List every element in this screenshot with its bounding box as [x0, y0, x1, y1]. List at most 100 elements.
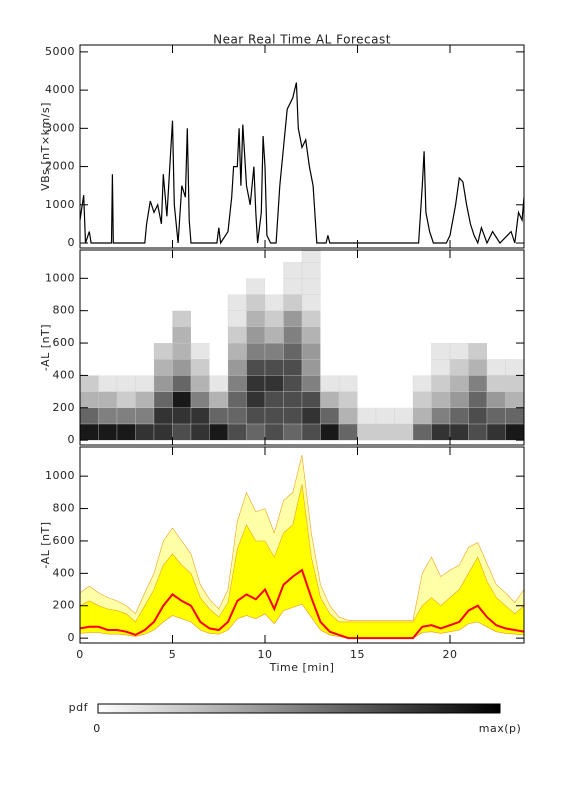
- pdf-cell: [172, 391, 192, 408]
- pdf-cell: [264, 359, 284, 376]
- pdf-cell: [191, 262, 210, 279]
- pdf-cell: [283, 407, 303, 425]
- pdf-cell: [116, 391, 136, 408]
- pdf-cell: [98, 326, 117, 344]
- pdf-cell: [117, 250, 136, 263]
- pdf-cell: [98, 278, 117, 295]
- y-tick-label: 0: [68, 236, 76, 249]
- pdf-cell: [320, 423, 340, 441]
- pdf-cell: [190, 423, 210, 441]
- pdf-cell: [487, 294, 506, 311]
- pdf-cell: [431, 342, 451, 360]
- y-tick-label: 200: [53, 599, 76, 612]
- y-tick-label: 4000: [45, 83, 75, 96]
- pdf-cell: [394, 278, 413, 295]
- pdf-cell: [80, 423, 99, 441]
- pdf-cell: [431, 262, 450, 279]
- pdf-cell: [264, 407, 284, 425]
- pdf-cell: [154, 310, 173, 327]
- pdf-cell: [320, 343, 339, 360]
- pdf-cell: [172, 375, 192, 392]
- pdf-cell: [339, 310, 358, 327]
- pdf-cell: [301, 359, 321, 376]
- pdf-cell: [98, 359, 117, 376]
- pdf-cell: [320, 407, 340, 425]
- pdf-cell: [486, 423, 506, 441]
- pdf-cell: [320, 278, 339, 295]
- pdf-cell: [357, 359, 376, 376]
- pdf-cell: [413, 262, 432, 279]
- pdf-cell: [394, 326, 413, 344]
- pdf-cell: [505, 326, 524, 344]
- y-tick-label: 800: [53, 304, 76, 317]
- pdf-cell: [80, 262, 99, 279]
- pdf-cell: [505, 294, 524, 311]
- pdf-cell: [227, 391, 247, 408]
- pdf-cell: [209, 343, 228, 360]
- y-tick-label: 600: [53, 534, 76, 547]
- pdf-cell: [80, 278, 99, 295]
- pdf-cell: [246, 407, 266, 425]
- pdf-cell: [301, 278, 321, 295]
- pdf-cell: [283, 375, 303, 392]
- y-tick-label: 1000: [45, 271, 75, 284]
- pdf-cell: [431, 250, 450, 263]
- pdf-cell: [228, 262, 247, 279]
- pdf-cell: [376, 326, 395, 344]
- pdf-cell: [227, 359, 247, 376]
- y-tick-label: 0: [68, 433, 76, 446]
- pdf-cell: [505, 423, 524, 441]
- pdf-cell: [172, 278, 191, 295]
- pdf-cell: [98, 407, 118, 425]
- pdf-cell: [228, 250, 247, 263]
- pdf-cell: [357, 294, 376, 311]
- y-tick-label: 3000: [45, 121, 75, 134]
- pdf-cell: [468, 407, 488, 425]
- pdf-cell: [339, 359, 358, 376]
- pdf-cell: [376, 343, 395, 360]
- pdf-cell: [135, 391, 155, 408]
- plot-frame: [79, 446, 525, 644]
- pdf-cell: [209, 250, 228, 263]
- y-tick-label: 400: [53, 566, 76, 579]
- pdf-cell: [431, 310, 450, 327]
- pdf-cell: [339, 294, 358, 311]
- pdf-cell: [338, 407, 358, 425]
- pdf-cell: [412, 407, 432, 425]
- chart-title: Near Real Time AL Forecast: [213, 33, 391, 47]
- pdf-cell: [283, 391, 303, 408]
- pdf-cell: [413, 250, 432, 263]
- pdf-cell: [98, 310, 117, 327]
- plot-frame: [79, 44, 525, 249]
- pdf-cell: [80, 359, 99, 376]
- pdf-cell: [264, 294, 284, 311]
- pdf-cell: [172, 359, 192, 376]
- pdf-cell: [154, 326, 173, 344]
- pdf-cell: [468, 262, 487, 279]
- pdf-cell: [431, 326, 450, 344]
- pdf-cell: [117, 262, 136, 279]
- pdf-cell: [246, 391, 266, 408]
- pdf-cell: [338, 375, 358, 392]
- pdf-cell: [338, 423, 358, 441]
- pdf-cell: [154, 278, 173, 295]
- plot-frame: [79, 249, 525, 446]
- pdf-cell: [246, 278, 266, 295]
- pdf-cell: [227, 375, 247, 392]
- pdf-cell: [135, 343, 154, 360]
- pdf-cell: [320, 310, 339, 327]
- pdf-cell: [80, 294, 99, 311]
- pdf-cell: [191, 326, 210, 344]
- pdf-cell: [283, 310, 303, 328]
- pdf-cell: [264, 310, 284, 328]
- pdf-cell: [80, 310, 99, 327]
- pdf-cell: [98, 262, 117, 279]
- colorbar-min: 0: [93, 722, 101, 735]
- pdf-cell: [320, 359, 339, 376]
- pdf-cell: [153, 359, 173, 376]
- pdf-cell: [135, 375, 155, 392]
- pdf-cell: [283, 250, 302, 263]
- pdf-cell: [412, 423, 432, 441]
- pdf-cell: [153, 391, 173, 408]
